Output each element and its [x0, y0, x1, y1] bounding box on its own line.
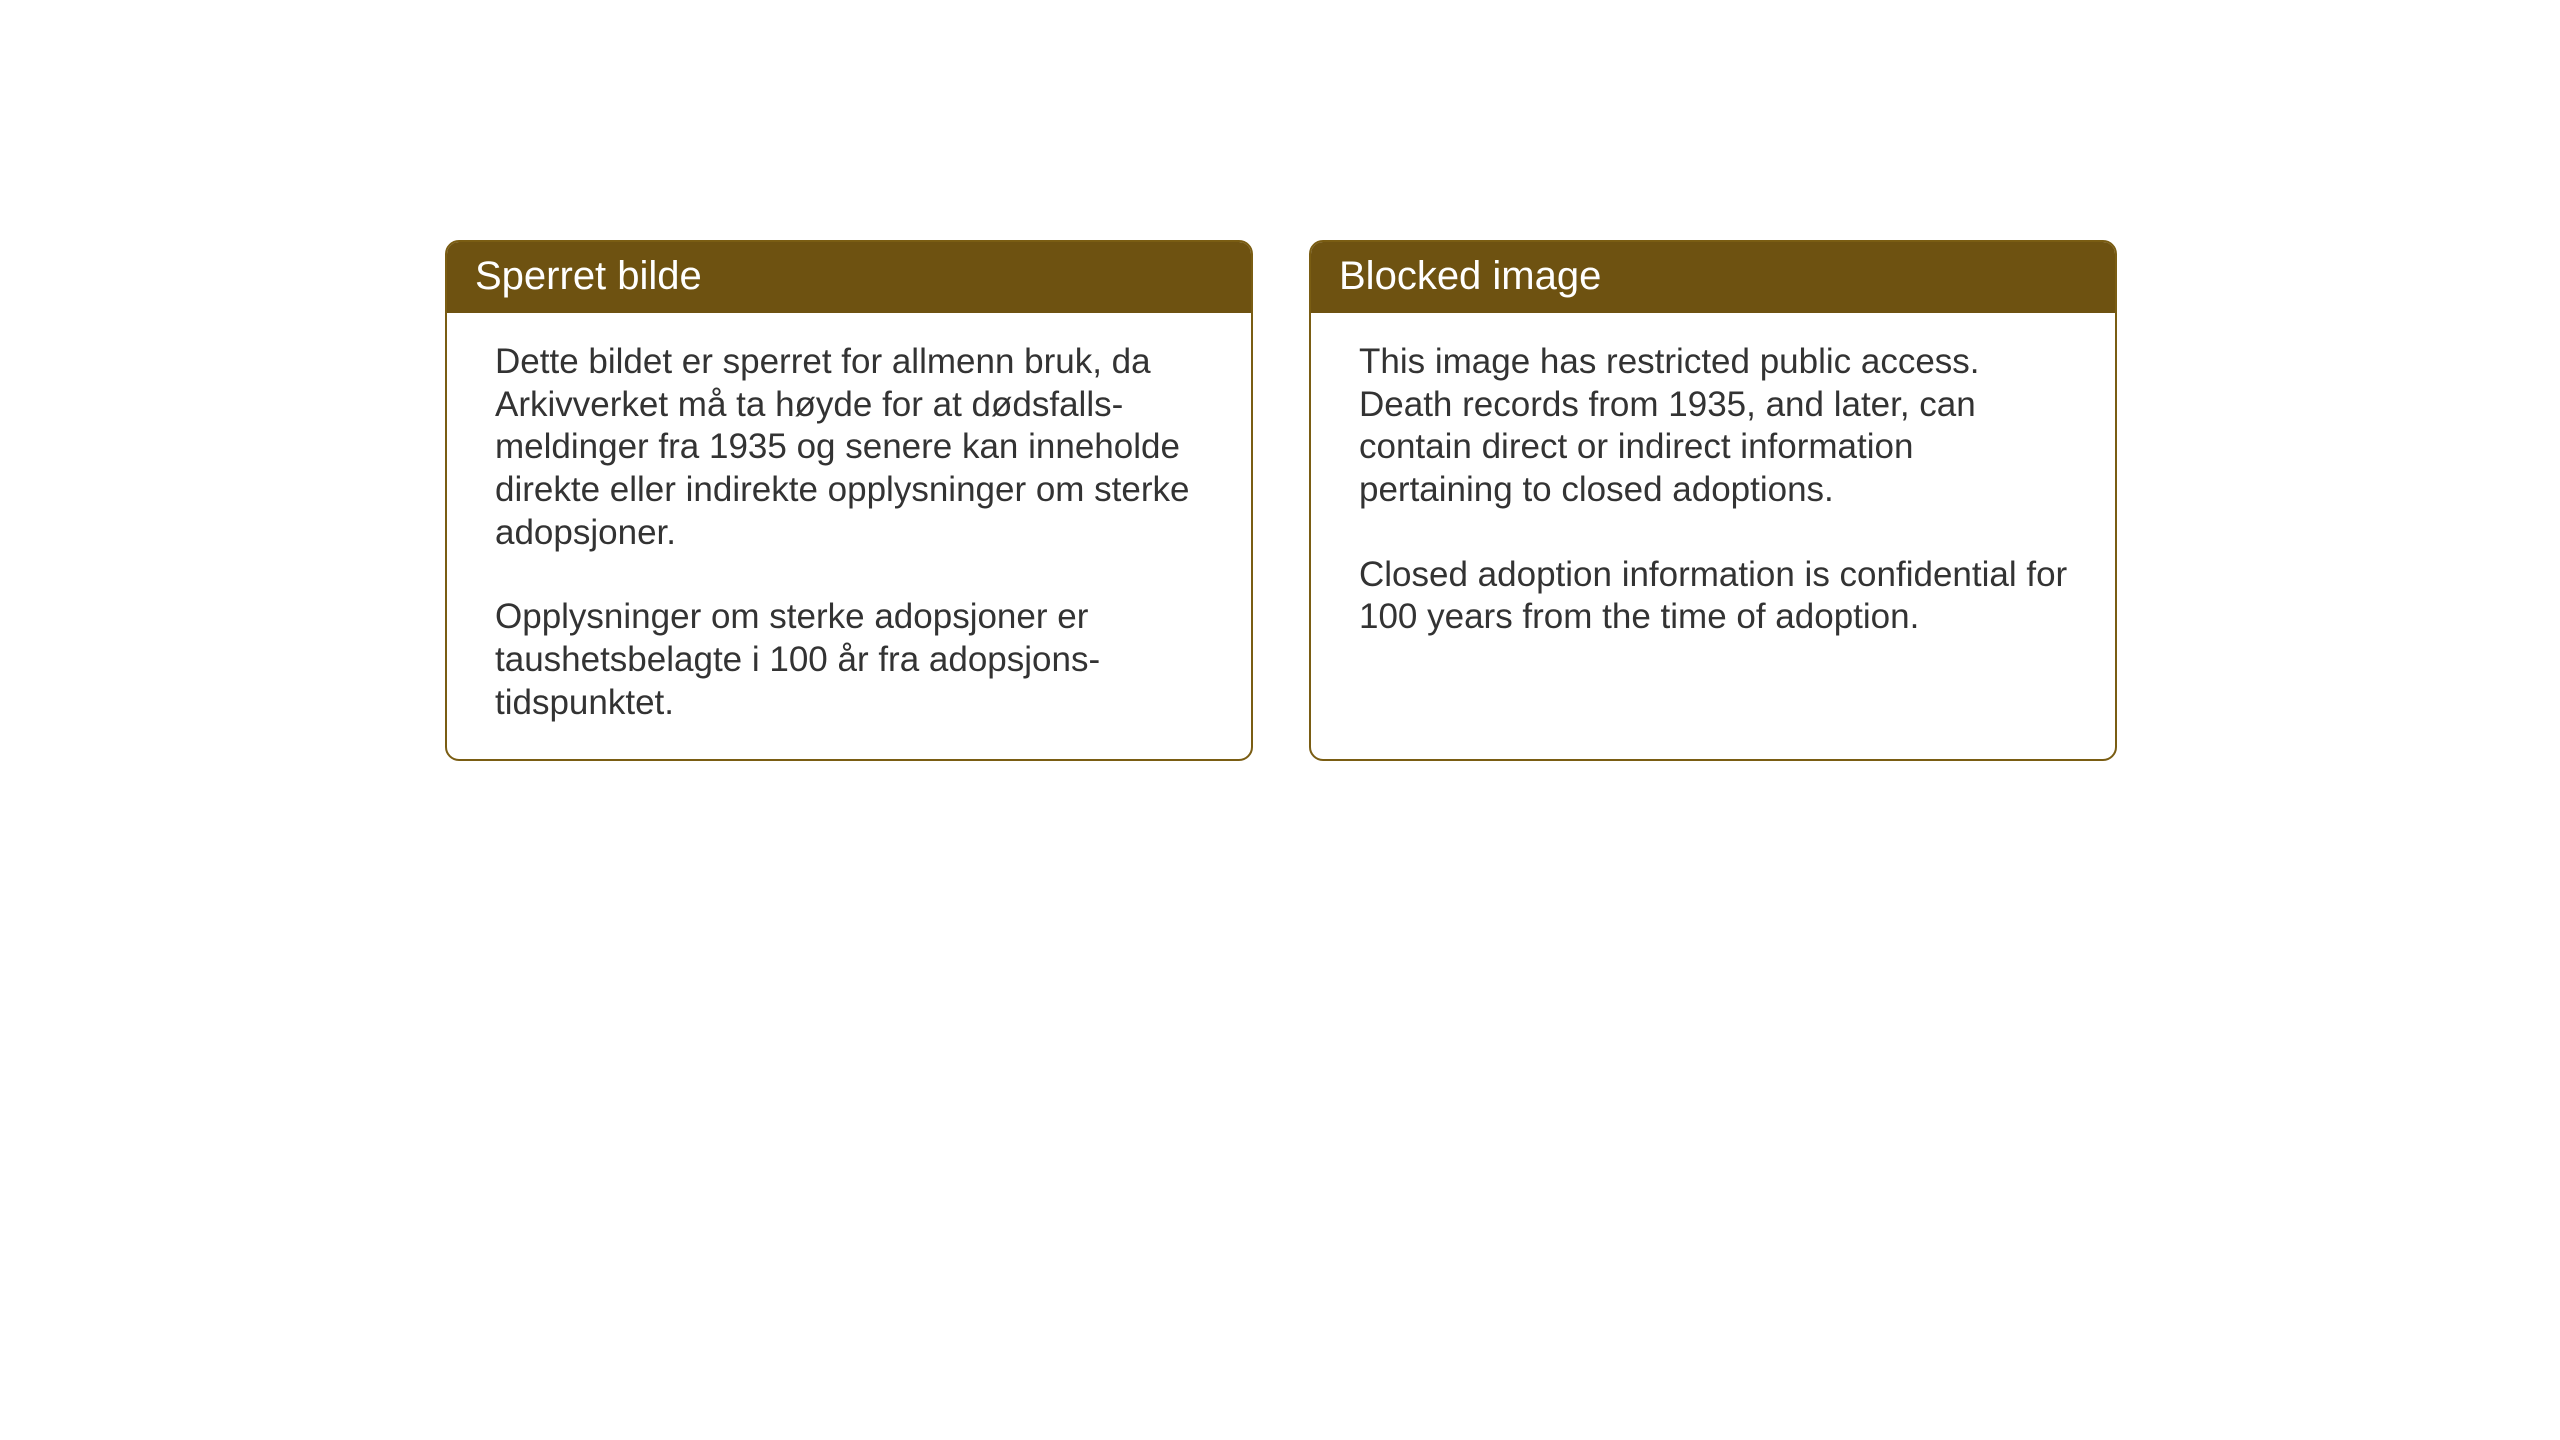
- english-paragraph-1: This image has restricted public access.…: [1359, 341, 2071, 512]
- norwegian-card-body: Dette bildet er sperret for allmenn bruk…: [447, 313, 1251, 759]
- norwegian-paragraph-1: Dette bildet er sperret for allmenn bruk…: [495, 341, 1207, 554]
- norwegian-card-title: Sperret bilde: [475, 254, 702, 298]
- english-card-title: Blocked image: [1339, 254, 1601, 298]
- english-card-header: Blocked image: [1311, 242, 2115, 313]
- english-card: Blocked image This image has restricted …: [1309, 240, 2117, 761]
- english-card-body: This image has restricted public access.…: [1311, 313, 2115, 673]
- cards-container: Sperret bilde Dette bildet er sperret fo…: [445, 240, 2117, 761]
- english-paragraph-2: Closed adoption information is confident…: [1359, 554, 2071, 639]
- norwegian-card: Sperret bilde Dette bildet er sperret fo…: [445, 240, 1253, 761]
- norwegian-card-header: Sperret bilde: [447, 242, 1251, 313]
- norwegian-paragraph-2: Opplysninger om sterke adopsjoner er tau…: [495, 596, 1207, 724]
